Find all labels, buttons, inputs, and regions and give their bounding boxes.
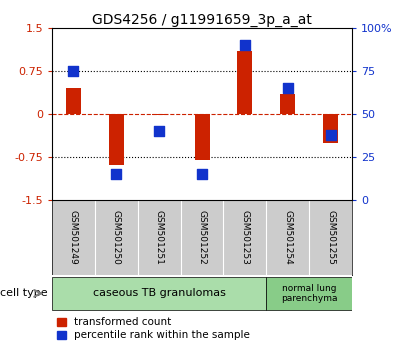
- Text: normal lung
parenchyma: normal lung parenchyma: [281, 284, 337, 303]
- Bar: [194, 114, 210, 160]
- Bar: [109, 114, 124, 165]
- Point: [242, 42, 248, 48]
- Text: GSM501254: GSM501254: [283, 210, 292, 264]
- Legend: transformed count, percentile rank within the sample: transformed count, percentile rank withi…: [57, 317, 250, 341]
- Point: [284, 85, 291, 91]
- Text: GSM501252: GSM501252: [198, 210, 206, 264]
- Text: GSM501253: GSM501253: [240, 210, 249, 264]
- Text: GSM501249: GSM501249: [69, 210, 78, 264]
- Title: GDS4256 / g11991659_3p_a_at: GDS4256 / g11991659_3p_a_at: [92, 13, 312, 27]
- Bar: [323, 114, 338, 143]
- Point: [199, 171, 205, 177]
- Text: GSM501255: GSM501255: [326, 210, 335, 264]
- Point: [113, 171, 120, 177]
- Text: caseous TB granulomas: caseous TB granulomas: [93, 289, 226, 298]
- Bar: [152, 114, 167, 115]
- Bar: [66, 88, 81, 114]
- Bar: [266, 276, 352, 310]
- Point: [156, 128, 162, 134]
- Text: GSM501251: GSM501251: [155, 210, 164, 264]
- Bar: [52, 276, 266, 310]
- Text: cell type: cell type: [0, 289, 48, 298]
- Point: [70, 68, 77, 74]
- Bar: [280, 94, 295, 114]
- Text: GSM501250: GSM501250: [112, 210, 121, 264]
- Bar: [237, 51, 252, 114]
- Point: [327, 132, 334, 137]
